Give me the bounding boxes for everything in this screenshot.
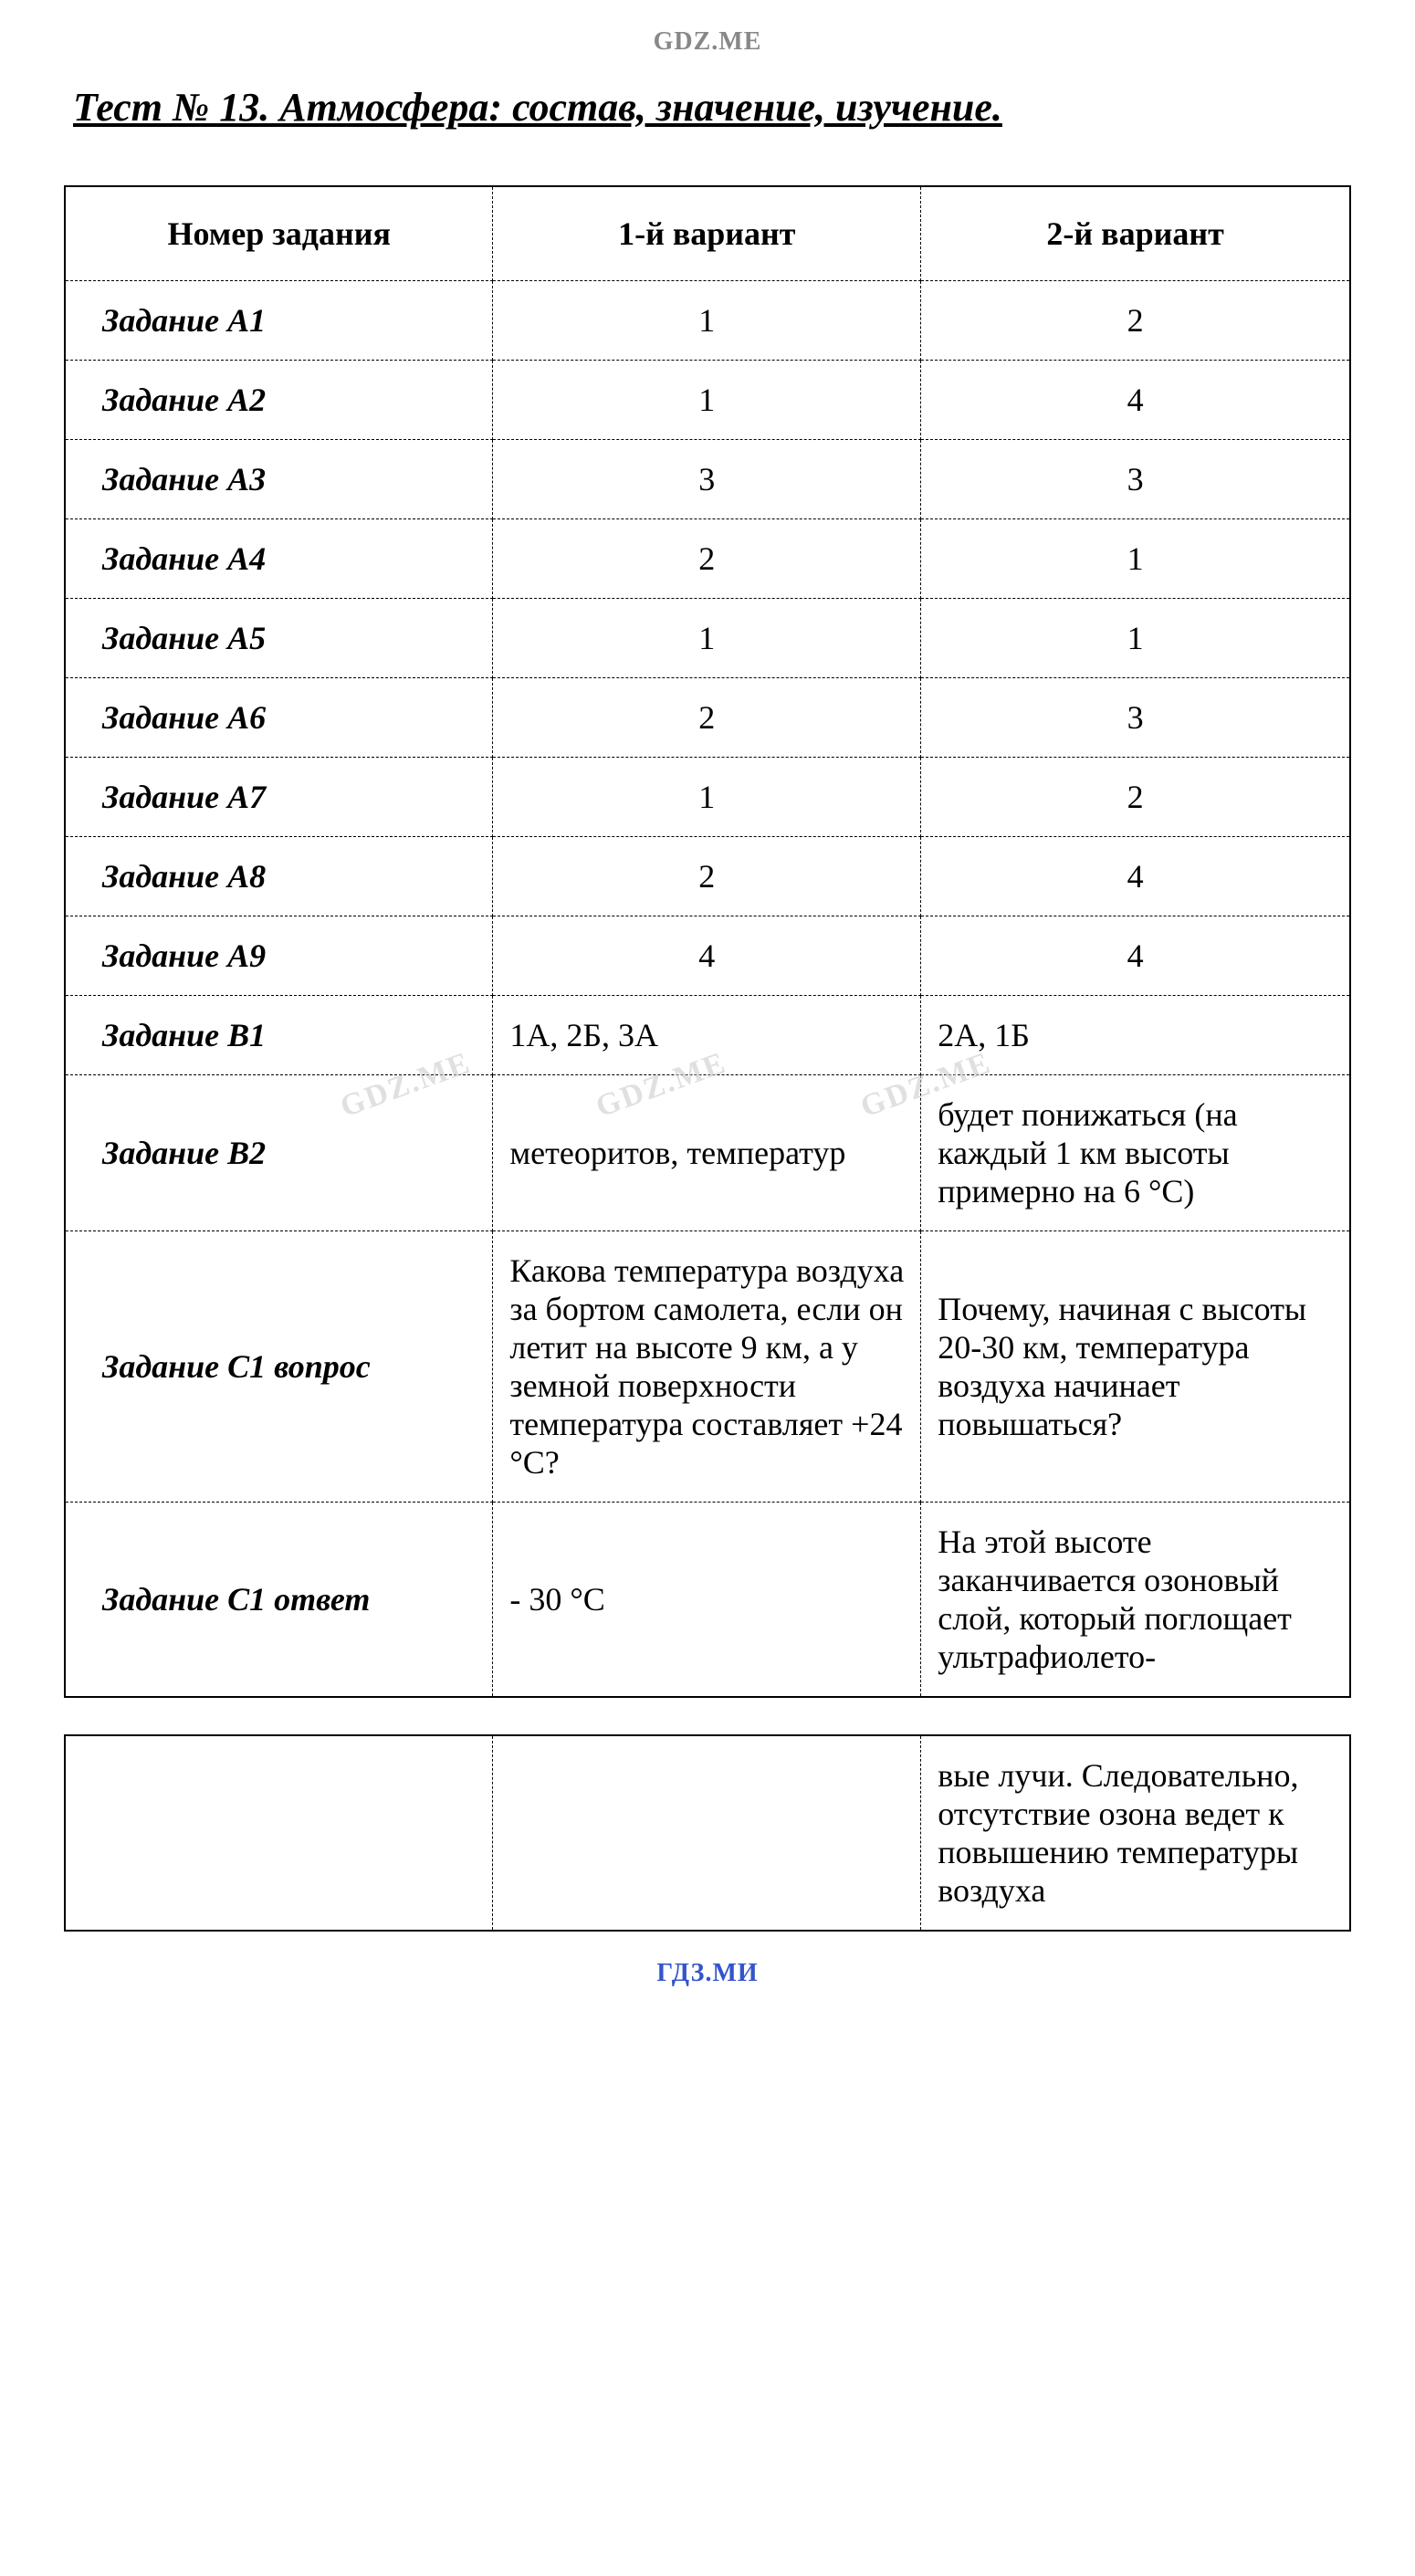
- variant2-cell: На этой высоте заканчивается озоновый сл…: [921, 1503, 1350, 1698]
- continuation-table: вые лучи. Следовательно, отсутствие озон…: [64, 1734, 1351, 1932]
- variant2-cell: 4: [921, 916, 1350, 996]
- task-cell: Задание А9: [65, 916, 493, 996]
- variant1-cell: 1: [493, 599, 921, 678]
- variant1-cell: 1: [493, 758, 921, 837]
- task-cell: Задание А3: [65, 440, 493, 519]
- continuation-cell-3: вые лучи. Следовательно, отсутствие озон…: [921, 1735, 1350, 1931]
- variant1-cell: метеоритов, температур: [493, 1075, 921, 1231]
- continuation-cell-1: [65, 1735, 493, 1931]
- task-cell: Задание А8: [65, 837, 493, 916]
- variant2-cell: 4: [921, 837, 1350, 916]
- variant2-cell: 2А, 1Б: [921, 996, 1350, 1075]
- table-row: Задание С1 ответ- 30 °СНа этой высоте за…: [65, 1503, 1350, 1698]
- page: GDZ.ME Тест № 13. Атмосфера: состав, зна…: [0, 0, 1415, 2043]
- table-header-row: Номер задания 1-й вариант 2-й вариант: [65, 186, 1350, 281]
- table-row: Задание А944: [65, 916, 1350, 996]
- table-row: Задание А421: [65, 519, 1350, 599]
- bottom-watermark: ГДЗ.МИ: [64, 1959, 1351, 1988]
- task-cell: Задание А1: [65, 281, 493, 361]
- table-row: Задание А511: [65, 599, 1350, 678]
- variant1-cell: 4: [493, 916, 921, 996]
- variant2-cell: 3: [921, 678, 1350, 758]
- task-cell: Задание А4: [65, 519, 493, 599]
- continuation-row: вые лучи. Следовательно, отсутствие озон…: [65, 1735, 1350, 1931]
- variant1-cell: 3: [493, 440, 921, 519]
- table-row: Задание А623: [65, 678, 1350, 758]
- table-row: Задание А112: [65, 281, 1350, 361]
- variant1-cell: 2: [493, 519, 921, 599]
- task-cell: Задание В2: [65, 1075, 493, 1231]
- table-row: Задание А214: [65, 361, 1350, 440]
- continuation-cell-2: [493, 1735, 921, 1931]
- variant1-cell: 1А, 2Б, 3А: [493, 996, 921, 1075]
- header-task: Номер задания: [65, 186, 493, 281]
- variant1-cell: 2: [493, 678, 921, 758]
- table-row: Задание В11А, 2Б, 3А2А, 1Б: [65, 996, 1350, 1075]
- variant2-cell: 3: [921, 440, 1350, 519]
- variant2-cell: 4: [921, 361, 1350, 440]
- header-variant2: 2-й вариант: [921, 186, 1350, 281]
- variant1-cell: 2: [493, 837, 921, 916]
- variant1-cell: 1: [493, 361, 921, 440]
- variant1-cell: Какова температура воздуха за бортом сам…: [493, 1231, 921, 1503]
- table-row: Задание А333: [65, 440, 1350, 519]
- variant2-cell: 2: [921, 758, 1350, 837]
- answers-table: Номер задания 1-й вариант 2-й вариант За…: [64, 185, 1351, 1698]
- variant2-cell: Почему, начиная с высоты 20-30 км, темпе…: [921, 1231, 1350, 1503]
- variant2-cell: 1: [921, 599, 1350, 678]
- task-cell: Задание А5: [65, 599, 493, 678]
- table-row: Задание А824: [65, 837, 1350, 916]
- table-row: Задание А712: [65, 758, 1350, 837]
- table-row: Задание В2метеоритов, температурбудет по…: [65, 1075, 1350, 1231]
- variant1-cell: - 30 °С: [493, 1503, 921, 1698]
- table-row: Задание С1 вопросКакова температура возд…: [65, 1231, 1350, 1503]
- header-variant1: 1-й вариант: [493, 186, 921, 281]
- task-cell: Задание А7: [65, 758, 493, 837]
- page-title: Тест № 13. Атмосфера: состав, значение, …: [73, 84, 1351, 131]
- task-cell: Задание А6: [65, 678, 493, 758]
- table-body: Задание А112Задание А214Задание А333Зада…: [65, 281, 1350, 1698]
- task-cell: Задание С1 ответ: [65, 1503, 493, 1698]
- task-cell: Задание А2: [65, 361, 493, 440]
- task-cell: Задание С1 вопрос: [65, 1231, 493, 1503]
- task-cell: Задание В1: [65, 996, 493, 1075]
- variant2-cell: 1: [921, 519, 1350, 599]
- variant2-cell: 2: [921, 281, 1350, 361]
- top-watermark: GDZ.ME: [64, 27, 1351, 57]
- variant1-cell: 1: [493, 281, 921, 361]
- variant2-cell: будет понижаться (на каждый 1 км высоты …: [921, 1075, 1350, 1231]
